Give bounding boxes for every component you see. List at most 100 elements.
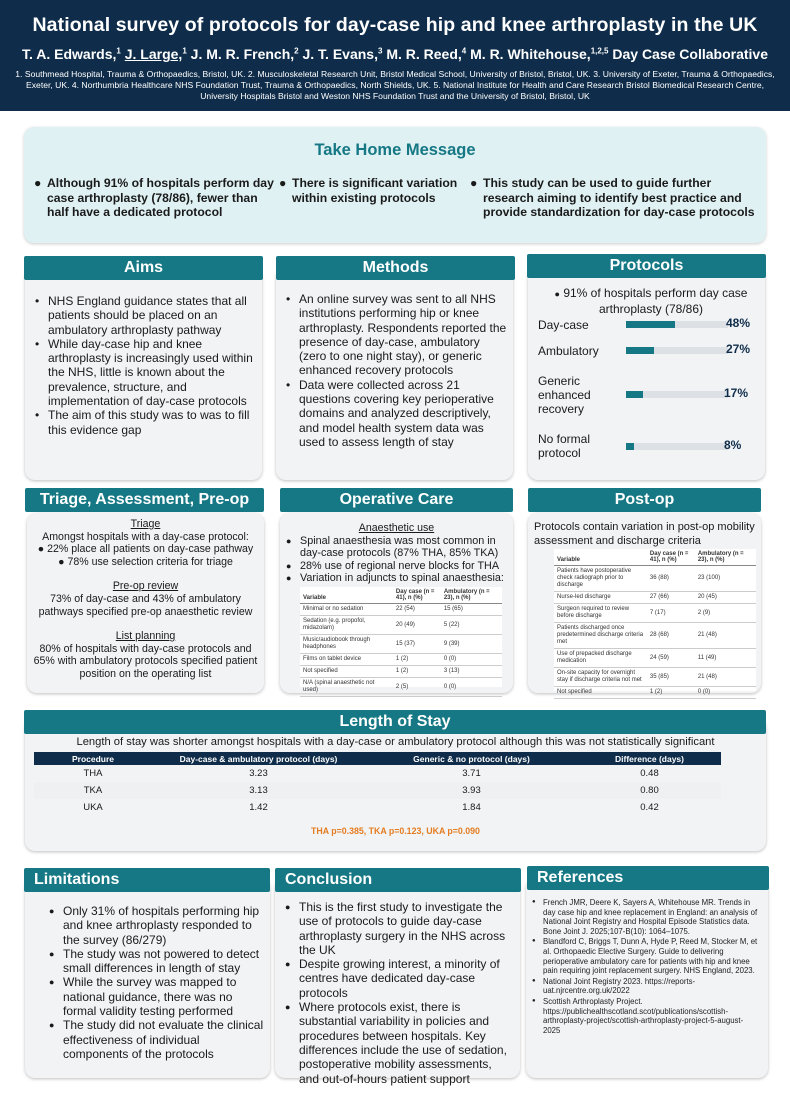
table-cell: 21 (48) <box>694 667 756 687</box>
triage-bullet: ● 78% use selection criteria for triage <box>58 555 233 568</box>
table-cell: Not specified <box>300 665 393 678</box>
table-cell: 1 (2) <box>392 653 441 666</box>
limitations-banner: Limitations <box>24 868 270 892</box>
table-row: Patients have postoperative check radiog… <box>554 565 756 592</box>
table-cell: Sedation (e.g. propofol, midazolam) <box>300 615 393 635</box>
protocol-percent: 27% <box>726 342 751 356</box>
table-cell: Patients discharged once predetermined d… <box>554 622 647 649</box>
poster-title: National survey of protocols for day-cas… <box>32 14 758 36</box>
table-cell: 36 (88) <box>646 565 695 592</box>
table-cell: Films on tablet device <box>300 653 393 666</box>
table-header: Day case (n = 41), n (%) <box>392 587 441 604</box>
list-item: An online survey was sent to all NHS ins… <box>282 292 508 378</box>
protocol-bar-fill <box>626 321 675 328</box>
protocol-label: No formal protocol <box>538 432 591 460</box>
table-cell: 7 (17) <box>646 603 695 623</box>
table-cell: 1 (2) <box>646 686 695 699</box>
table-cell: 5 (22) <box>440 615 502 635</box>
author: M. R. Reed,4 <box>386 46 467 62</box>
aims-card: NHS England guidance states that all pat… <box>25 268 262 480</box>
author: M. R. Whitehouse,1,2,5 <box>470 46 609 62</box>
list-item: The study was not powered to detect smal… <box>47 947 265 976</box>
table-cell: Minimal or no sedation <box>300 603 393 616</box>
protocol-percent: 48% <box>726 316 751 330</box>
protocol-label: Day-case <box>538 318 589 332</box>
table-cell: 3 (13) <box>440 665 502 678</box>
table-cell: Music/audiobook through headphones <box>300 634 393 654</box>
table-row: On-site capacity for overnight stay if d… <box>554 667 756 687</box>
limitations-list: Only 31% of hospitals performing hip and… <box>47 904 265 1061</box>
author: J. M. R. French,2 <box>190 46 299 62</box>
table-header: Procedure <box>34 752 152 765</box>
take-home-title: Take Home Message <box>314 141 476 159</box>
table-cell: 0 (0) <box>440 653 502 666</box>
table-row: N/A (spinal anaesthetic not used) 2 (5) 0 … <box>300 677 502 697</box>
table-cell: 20 (45) <box>694 591 756 604</box>
table-cell: 1 (2) <box>392 665 441 678</box>
table-row: Use of prepacked discharge medication 24 … <box>554 648 756 668</box>
triage-banner: Triage, Assessment, Pre-op <box>25 488 264 512</box>
reference-item: National Joint Registry 2023. https://re… <box>532 977 760 996</box>
table-cell: 0.48 <box>640 768 659 779</box>
table-header: Day-case & ambulatory protocol (days) <box>152 752 365 765</box>
table-row: Music/audiobook through headphones 15 (37… <box>300 634 502 654</box>
conclusion-list: This is the first study to investigate t… <box>283 900 515 1086</box>
protocol-percent: 17% <box>724 386 749 400</box>
list-item: Variation in adjuncts to spinal anaesthe… <box>284 572 509 585</box>
list-item: The study did not evaluate the clinical … <box>47 1018 265 1061</box>
protocols-banner: Protocols <box>527 254 766 278</box>
operative-content: Anaesthetic use Spinal anaesthesia was m… <box>284 522 509 585</box>
list-item: Where protocols exist, there is substant… <box>283 1000 515 1086</box>
author: T. A. Edwards,1 <box>22 46 121 62</box>
table-cell: Patients have postoperative check radiog… <box>554 565 647 592</box>
methods-list: An online survey was sent to all NHS ins… <box>282 292 508 449</box>
list-item: Data were collected across 21 questions … <box>282 378 508 449</box>
triage-heading: Triage <box>130 518 161 530</box>
protocols-intro: ● 91% of hospitals perform day case arth… <box>554 286 748 316</box>
table-cell: Use of prepacked discharge medication <box>554 648 647 668</box>
protocol-bar-fill <box>626 443 635 450</box>
table-cell: N/A (spinal anaesthetic not used) <box>300 677 393 697</box>
operative-banner: Operative Care <box>280 488 513 512</box>
postop-card: Protocols contain variation in post-op m… <box>528 513 761 699</box>
reference-item: Scottish Arthroplasty Project. https://p… <box>532 997 760 1035</box>
table-row: Sedation (e.g. propofol, midazolam) 20 (4… <box>300 615 502 635</box>
take-home-point: ● There is significant variation within e… <box>279 176 458 205</box>
table-cell: 11 (49) <box>694 648 756 668</box>
table-cell: UKA <box>83 802 103 813</box>
table-cell: 20 (49) <box>392 615 441 635</box>
take-home-point: ● This study can be used to guide further… <box>470 176 755 219</box>
protocol-bar-track <box>626 391 728 398</box>
table-cell: 21 (48) <box>694 622 756 649</box>
conclusion-banner: Conclusion <box>275 868 521 892</box>
protocols-card: ● 91% of hospitals perform day case arth… <box>528 266 765 480</box>
protocol-label: Generic enhanced recovery <box>538 374 591 416</box>
postop-banner: Post-op <box>528 488 761 512</box>
triage-bullet: ● 22% place all patients on day-case pat… <box>37 543 254 556</box>
table-row: Not specified 1 (2) 3 (13) <box>300 665 502 678</box>
los-pvalues: THA p=0.385, TKA p=0.123, UKA p=0.090 <box>311 826 480 836</box>
limitations-card: Only 31% of hospitals performing hip and… <box>25 878 270 1078</box>
preop-text: 73% of day-case and 43% of ambulatory pa… <box>38 592 253 618</box>
protocol-bar-fill <box>626 391 644 398</box>
table-cell: THA <box>83 768 103 779</box>
table-cell: Surgeon required to review before discha… <box>554 603 647 623</box>
postop-intro: Protocols contain variation in post-op m… <box>534 521 755 547</box>
sedation-table: Variable Day case (n = 41), n (%) Ambulato… <box>300 587 502 697</box>
protocol-bar-fill <box>626 347 654 354</box>
sedation-table-image: Variable Day case (n = 41), n (%) Ambulato… <box>300 587 502 697</box>
table-cell: On-site capacity for overnight stay if d… <box>554 667 647 687</box>
list-item: 28% use of regional nerve blocks for THA <box>284 560 509 573</box>
table-cell: 2 (5) <box>392 677 441 697</box>
table-cell: 24 (59) <box>646 648 695 668</box>
list-item: While day-case hip and knee arthroplasty… <box>31 337 257 408</box>
aims-list: NHS England guidance states that all pat… <box>31 294 257 437</box>
table-header: Variable <box>554 549 647 566</box>
table-cell: 28 (68) <box>646 622 695 649</box>
los-intro: Length of stay was shorter amongst hospi… <box>76 736 715 748</box>
table-row: Minimal or no sedation 22 (54) 15 (65) <box>300 603 502 616</box>
references-card: French JMR, Deere K, Sayers A, Whitehous… <box>526 878 768 1078</box>
table-cell: Nurse-led discharge <box>554 591 647 604</box>
affiliations: 1. Southmead Hospital, Trauma & Orthopae… <box>15 69 775 101</box>
table-cell: TKA <box>34 782 152 799</box>
